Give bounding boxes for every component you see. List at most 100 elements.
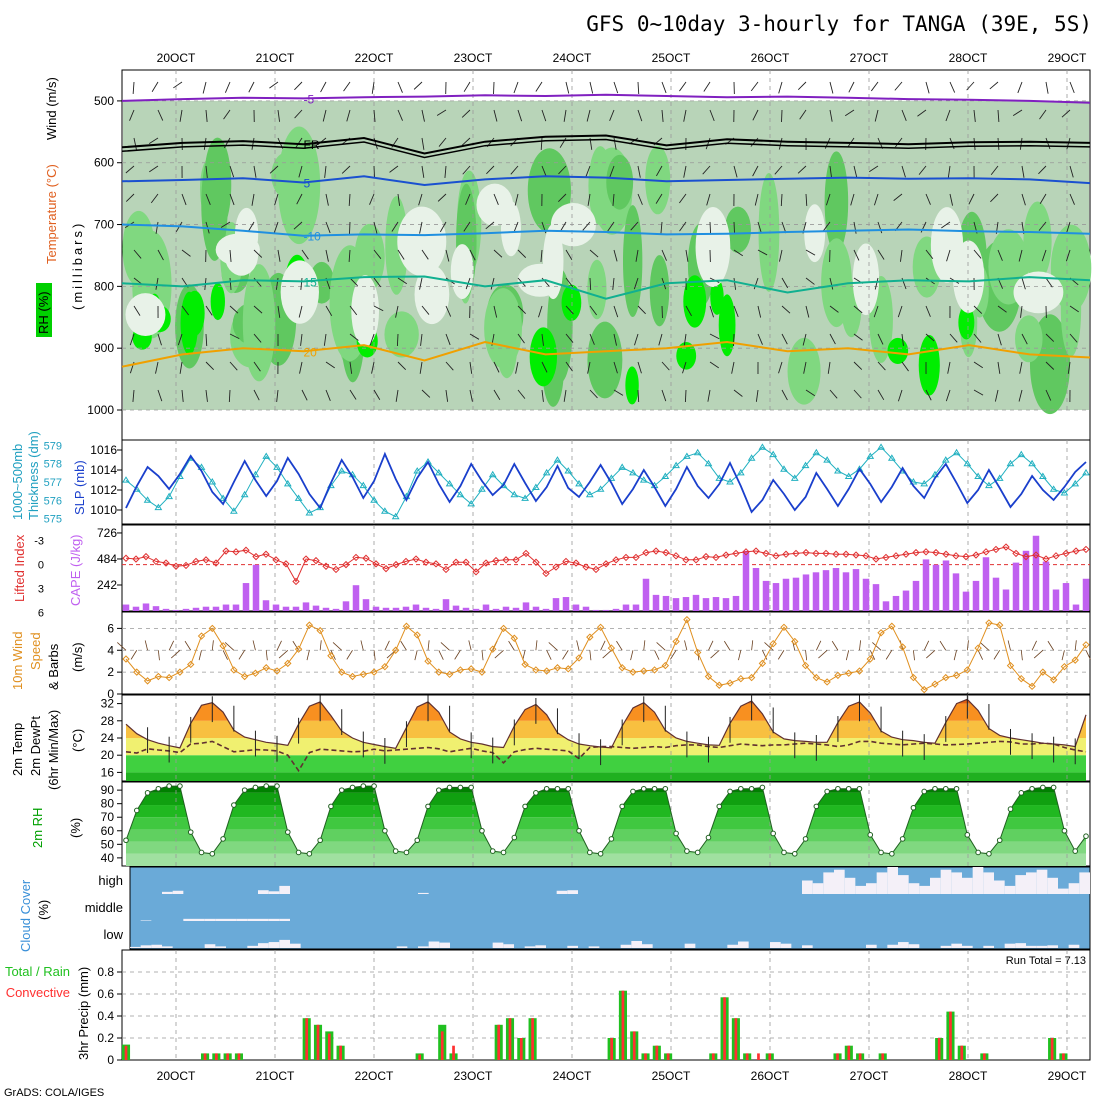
wind-barb [1012,109,1023,117]
wind-barb [1061,650,1065,661]
cape-bar [842,572,850,611]
wind-barb [947,361,951,374]
wind-barb [360,640,364,651]
wind-barb [238,650,245,660]
wind-barb [369,333,375,346]
thickness-point [165,492,174,500]
wind-barb [997,305,1007,313]
wind-barb [397,361,407,370]
precip-convective-bar [497,1024,501,1060]
lifted-index-point [702,552,710,561]
wind-barb [953,650,957,661]
wind-barb [396,333,399,347]
wind-barb [181,305,190,316]
axis-tick-label: 0.2 [97,1031,114,1045]
wind-barb [997,137,1000,150]
thickness-point [639,476,648,483]
wind-barb [709,333,720,340]
thickness-tick: 578 [44,459,62,471]
bottom-date-label: 22OCT [355,1069,394,1083]
lifted-index-point [652,547,660,555]
cape-bar [182,608,190,611]
rh-point [187,829,194,835]
cloud-bar-low [802,945,813,948]
cape-bar [922,559,930,611]
wind-barb [298,165,303,178]
cape-bar [282,606,290,611]
cape-bar [492,608,500,611]
wind-barb [445,249,450,262]
wind-barb [373,165,375,179]
wind-barb [684,640,688,651]
wind-barb [781,277,789,289]
thickness-tick: 576 [44,495,62,507]
wind-barb [707,389,711,402]
wind-barb [576,640,580,651]
precip-convective-bar [745,1053,749,1060]
cloud-bar-high [556,890,568,894]
lifted-index-point [182,561,190,570]
cloud-bar-low [439,942,450,948]
wind-barb [990,165,999,176]
wind-barb [973,361,984,369]
wind-barb [130,650,138,660]
wind-speed-point [693,648,702,657]
lifted-index-point [992,545,1000,554]
wind-barb [494,649,504,659]
wind-barb [253,389,260,401]
wind-barb [229,193,235,206]
wind-barb [635,249,639,262]
cape-bar [952,573,960,611]
rh-shade-bright [958,305,975,340]
wind-speed-point [640,667,648,675]
wind-barb [589,389,598,399]
wind-barb [634,333,639,346]
precip-convective-bar [621,990,625,1060]
wind-barb [421,389,431,398]
cloud-bar-middle [226,918,237,921]
rh-point [1050,784,1057,791]
rh-point [360,783,367,789]
axis-tick-label: 900 [94,341,114,355]
lifted-index-point [432,560,440,568]
wind-barb [395,305,399,318]
wind-barb [438,650,444,660]
thickness-point [1006,459,1015,467]
rh-point [177,783,183,789]
wind-barb [973,109,976,122]
wind-speed-point [952,671,961,680]
wind-barb [661,389,667,402]
axis-tick-label: 500 [94,94,114,108]
wind-barb [682,361,687,374]
lifted-index-point [362,554,370,562]
wind-barb [997,333,1002,346]
wind-barb [493,361,500,373]
wind-barb [437,193,447,202]
wind-barb [853,165,858,178]
wind-barb [827,361,831,374]
thickness-point [240,490,249,498]
wind-barb [420,333,423,346]
wind-speed-point [348,672,357,681]
wind-barb [421,165,425,178]
wind-barb [325,193,329,206]
wind-barb [439,221,447,233]
lifted-index-point [342,560,350,569]
cloud-bar-high [418,892,429,894]
wind-barb [397,81,403,93]
thickness-point [974,472,983,480]
rh-point [144,790,151,796]
axis-tick-label: 1014 [90,463,117,477]
cape-bar [712,597,720,611]
wind-barb [683,333,687,346]
lifted-index-point [602,560,610,568]
wind-barb [805,277,815,285]
wind-barb [348,193,351,206]
wind-barb [179,109,183,122]
bottom-date-label: 29OCT [1048,1069,1087,1083]
wind-barb [454,650,461,660]
rh-point [964,832,971,838]
wind-barb [343,81,351,92]
axis-tick-label: 32 [101,697,115,711]
thickness-point [542,468,551,476]
